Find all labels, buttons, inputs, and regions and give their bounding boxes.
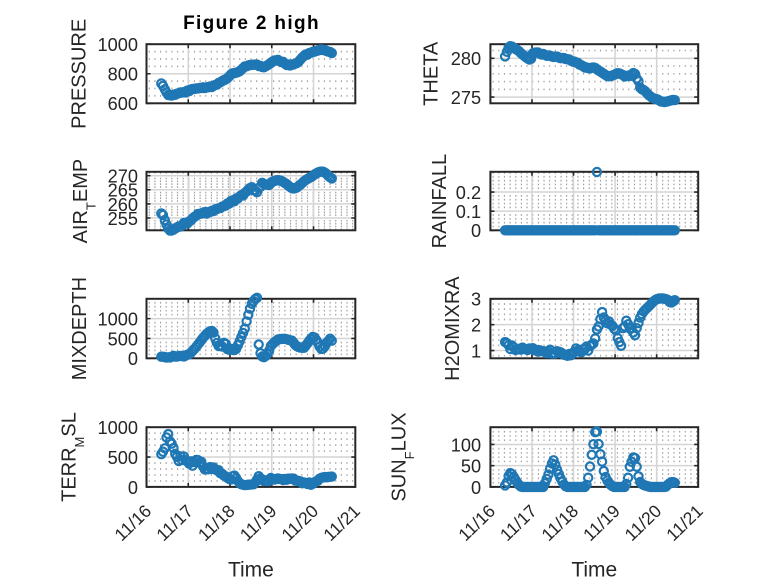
svg-text:AIRTEMP: AIRTEMP <box>70 159 99 244</box>
svg-text:1000: 1000 <box>98 418 138 438</box>
svg-text:Time: Time <box>228 558 274 581</box>
svg-text:Figure 2 high: Figure 2 high <box>183 13 320 34</box>
svg-text:THETA: THETA <box>421 41 443 106</box>
svg-text:500: 500 <box>108 329 138 349</box>
svg-text:50: 50 <box>461 457 481 477</box>
svg-text:270: 270 <box>108 167 138 187</box>
svg-text:0.1: 0.1 <box>456 202 481 222</box>
svg-text:255: 255 <box>108 209 138 229</box>
svg-text:600: 600 <box>108 94 138 114</box>
svg-text:0: 0 <box>128 349 138 369</box>
svg-text:PRESSURE: PRESSURE <box>69 19 91 129</box>
svg-text:800: 800 <box>108 65 138 85</box>
svg-text:260: 260 <box>108 195 138 215</box>
svg-text:MIXDEPTH: MIXDEPTH <box>69 277 91 380</box>
svg-text:H2OMIXRA: H2OMIXRA <box>442 276 464 381</box>
svg-text:1: 1 <box>471 341 481 361</box>
svg-text:3: 3 <box>471 290 481 310</box>
svg-text:275: 275 <box>451 88 481 108</box>
svg-text:0: 0 <box>128 478 138 498</box>
svg-text:0: 0 <box>471 478 481 498</box>
svg-text:1000: 1000 <box>98 310 138 330</box>
svg-text:280: 280 <box>451 49 481 69</box>
svg-text:2: 2 <box>471 316 481 336</box>
svg-text:100: 100 <box>451 435 481 455</box>
svg-text:500: 500 <box>108 448 138 468</box>
svg-text:SUNFLUX: SUNFLUX <box>389 412 418 501</box>
svg-text:Time: Time <box>571 558 617 581</box>
svg-text:TERRMSL: TERRMSL <box>59 412 88 502</box>
svg-text:RAINFALL: RAINFALL <box>429 154 451 248</box>
svg-text:0: 0 <box>471 221 481 241</box>
svg-text:0.2: 0.2 <box>456 183 481 203</box>
svg-text:1000: 1000 <box>98 35 138 55</box>
svg-text:265: 265 <box>108 181 138 201</box>
